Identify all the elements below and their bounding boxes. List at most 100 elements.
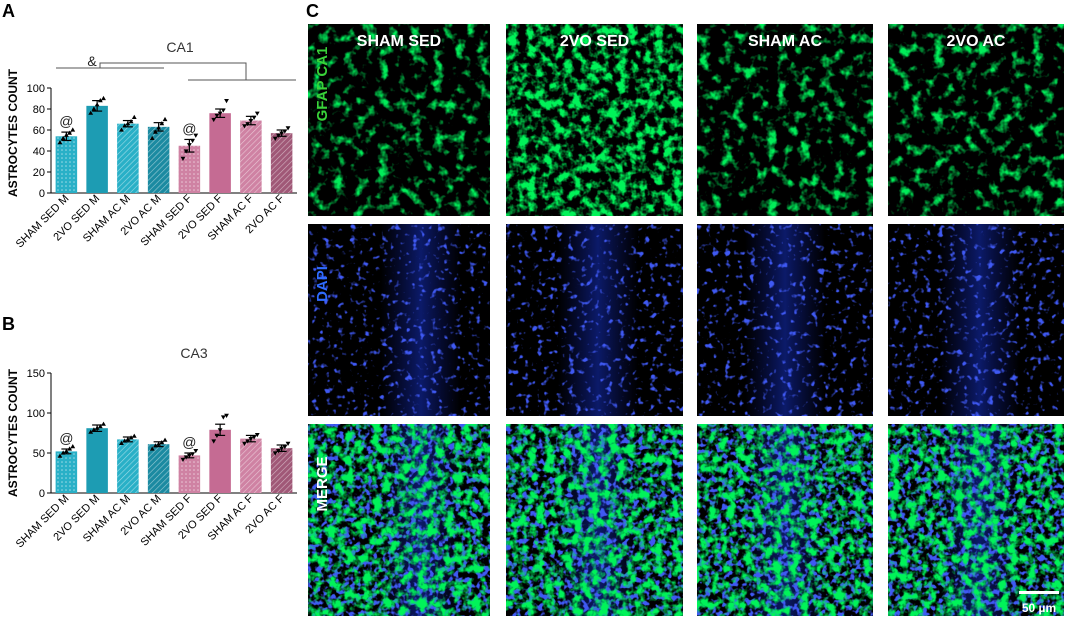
micrograph-cell [888,424,1064,616]
y-tick-label: 100 [27,408,45,420]
bracket-line-top [99,62,247,80]
chart-ca3-ylabel: ASTROCYTES COUNT [6,368,20,497]
annotation-label: @ [182,434,196,450]
chart-ca1-title: CA1 [166,39,193,55]
data-point [211,117,217,123]
data-point [220,415,226,420]
gfap-signal [697,24,873,216]
data-point [60,135,66,140]
significance-bracket [56,62,296,81]
data-point [180,156,186,161]
bar-pattern [147,444,170,493]
data-point [70,444,76,449]
data-point [70,127,76,132]
panel-letter-b: B [2,314,15,334]
data-point [276,133,281,138]
data-point [217,111,223,116]
bar [209,113,231,193]
gfap-signal [888,424,1064,616]
row-label: MERGE [314,456,331,511]
data-point [97,424,103,429]
micrograph-cell [308,224,490,416]
data-point [131,114,137,119]
gfap-signal [888,24,1064,216]
data-point [254,433,260,438]
data-point [276,449,281,454]
data-point [159,121,165,126]
dapi-signal [888,224,1064,416]
data-point [190,452,195,457]
bar-pattern [55,451,78,493]
data-point [128,119,134,124]
data-point [60,450,66,455]
y-tick-label: 20 [33,167,45,179]
data-point [128,435,134,440]
gfap-signal [506,424,683,616]
bar [86,105,108,193]
bar-pattern [178,455,201,493]
scale-bar-label: 50 µm [1022,601,1056,615]
gfap-signal [308,424,490,616]
data-point [162,116,168,122]
chart-ca3: CA3 ASTROCYTES COUNT 0 50 100 150 @ SHAM SED … [6,345,297,550]
bar-pattern [147,126,170,193]
micrograph-cell [697,424,873,616]
data-point [180,457,186,462]
data-point [248,118,254,124]
y-tick-label: 60 [33,125,45,137]
data-point [220,108,226,113]
data-point [159,440,165,445]
gfap-signal [506,24,683,216]
micrograph-cell [308,424,490,616]
bar-pattern [117,439,139,493]
bar-pattern [270,133,293,193]
y-tick-label: 100 [27,83,45,95]
panel-letter-c: C [306,1,319,21]
data-point [193,133,199,138]
data-point [63,132,69,137]
data-point [153,443,158,448]
y-tick-label: 150 [27,368,45,380]
y-tick-label: 50 [33,448,45,460]
y-tick-label: 40 [33,146,45,158]
data-point [122,123,128,128]
annotation-label: @ [182,120,196,136]
significance-symbol: & [87,53,97,69]
micrograph-cell [888,224,1064,416]
data-point [101,421,106,426]
column-label: 2VO AC [947,33,1006,50]
bar-pattern [55,136,78,193]
data-point [217,428,223,433]
data-point [285,441,291,446]
chart-ca1: CA1 ASTROCYTES COUNT & 0 20 40 60 80 100 @ SHAM… [6,39,297,250]
data-point [186,143,192,148]
data-point [94,425,100,430]
data-point [91,427,97,432]
data-point [282,129,288,134]
column-label: SHAM AC [748,33,823,50]
micrograph-cell: 2VO AC [888,24,1064,216]
data-point [156,125,162,130]
dapi-signal [308,224,490,416]
bar-pattern [240,120,262,193]
data-point [251,435,257,440]
gfap-signal [697,424,873,616]
column-label: 2VO SED [560,33,629,50]
y-tick-label: 80 [33,104,45,116]
panel-letter-a: A [2,1,15,21]
bar-pattern [117,123,139,193]
data-point [122,438,128,443]
data-point [91,106,97,111]
category-label: SHAM SED M [14,493,72,551]
micrograph-cell: 2VO SED [506,24,683,216]
category-label: SHAM SED M [14,193,72,251]
data-point [97,98,103,103]
data-point [224,413,229,418]
data-point [88,429,94,434]
bar-pattern [270,448,293,493]
data-point [94,102,100,107]
data-point [156,441,162,446]
data-point [186,453,192,458]
data-point [183,149,189,154]
